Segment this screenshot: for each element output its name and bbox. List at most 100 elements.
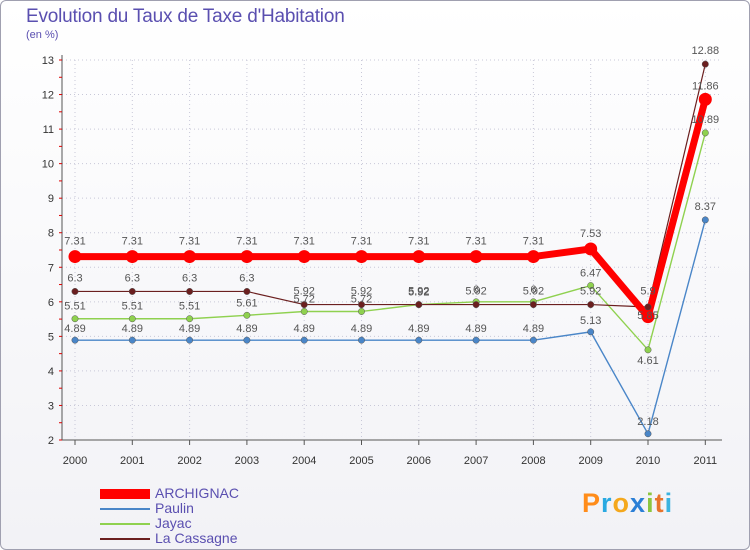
data-label: 7.31 (122, 236, 143, 248)
x-tick-label: 2007 (464, 455, 488, 467)
data-label: 5.51 (122, 301, 143, 313)
y-tick-label: 13 (42, 55, 54, 67)
data-label: 5.85 (637, 310, 658, 322)
legend-item-paulin: Paulin (100, 501, 239, 516)
data-point-la-cassagne (72, 288, 78, 294)
data-point-paulin (645, 431, 651, 437)
data-point-jayac (72, 316, 78, 322)
x-tick-label: 2001 (120, 455, 144, 467)
data-point-jayac (244, 312, 250, 318)
x-tick-label: 2003 (235, 455, 259, 467)
legend-swatch-la-cassagne (100, 538, 150, 540)
data-label: 12.88 (692, 45, 720, 57)
logo-letter: r (601, 488, 613, 519)
data-label: 5.51 (179, 301, 200, 313)
data-point-jayac (645, 347, 651, 353)
data-point-paulin (473, 337, 479, 343)
y-tick-label: 4 (48, 366, 54, 378)
data-point-paulin (186, 337, 192, 343)
data-label: 6.3 (182, 272, 197, 284)
data-point-archignac (355, 250, 368, 263)
series-line-archignac (75, 99, 705, 316)
data-label: 6.3 (239, 272, 254, 284)
y-tick-label: 12 (42, 90, 54, 102)
legend-label-paulin: Paulin (155, 501, 194, 516)
data-label: 4.89 (179, 323, 200, 335)
legend-label-archignac: ARCHIGNAC (155, 486, 239, 501)
proxiti-logo: Proxiti (582, 488, 673, 519)
x-tick-label: 2004 (292, 455, 316, 467)
data-point-archignac (298, 250, 311, 263)
data-label: 7.31 (236, 236, 257, 248)
data-label: 4.89 (122, 323, 143, 335)
data-label: 4.61 (637, 355, 658, 367)
data-label: 4.89 (64, 323, 85, 335)
data-point-archignac (527, 250, 540, 263)
legend-item-jayac: Jayac (100, 516, 239, 531)
data-point-paulin (530, 337, 536, 343)
data-label: 7.31 (351, 236, 372, 248)
logo-letter: P (582, 488, 601, 519)
data-point-la-cassagne (244, 288, 250, 294)
data-point-paulin (416, 337, 422, 343)
data-label: 10.89 (692, 114, 720, 126)
data-label: 7.31 (179, 236, 200, 248)
data-point-la-cassagne (588, 301, 594, 307)
legend-label-jayac: Jayac (155, 516, 192, 531)
data-point-paulin (702, 217, 708, 223)
logo-letter: o (613, 488, 631, 519)
x-tick-label: 2011 (693, 455, 717, 467)
data-point-la-cassagne (416, 301, 422, 307)
data-label: 7.31 (465, 236, 486, 248)
x-tick-label: 2002 (177, 455, 201, 467)
data-label: 7.31 (523, 236, 544, 248)
data-label: 4.89 (408, 323, 429, 335)
series-line-paulin (75, 220, 705, 434)
data-point-archignac (183, 250, 196, 263)
x-tick-label: 2010 (636, 455, 660, 467)
data-label: 5.92 (465, 286, 486, 298)
series-line-jayac (75, 133, 705, 350)
x-tick-label: 2000 (63, 455, 87, 467)
data-label: 5.9 (640, 286, 655, 298)
data-point-archignac (126, 250, 139, 263)
y-tick-label: 3 (48, 400, 54, 412)
data-point-la-cassagne (186, 288, 192, 294)
y-tick-label: 8 (48, 228, 54, 240)
data-point-paulin (129, 337, 135, 343)
y-tick-label: 10 (42, 159, 54, 171)
data-label: 4.89 (523, 323, 544, 335)
legend-item-archignac: ARCHIGNAC (100, 486, 239, 501)
data-point-la-cassagne (702, 61, 708, 67)
data-label: 7.53 (580, 228, 601, 240)
legend-label-la-cassagne: La Cassagne (155, 531, 238, 546)
data-point-jayac (186, 316, 192, 322)
data-label: 5.92 (408, 286, 429, 298)
data-label: 5.13 (580, 315, 601, 327)
data-point-paulin (72, 337, 78, 343)
legend-swatch-jayac (100, 523, 150, 525)
data-point-archignac (412, 250, 425, 263)
data-point-archignac (470, 250, 483, 263)
logo-letter: i (646, 488, 655, 519)
data-label: 6.3 (125, 272, 140, 284)
data-label: 5.61 (236, 297, 257, 309)
data-label: 5.51 (64, 301, 85, 313)
data-point-archignac (240, 250, 253, 263)
data-label: 6.3 (67, 272, 82, 284)
data-label: 7.31 (408, 236, 429, 248)
logo-letter: t (655, 488, 665, 519)
data-label: 7.31 (293, 236, 314, 248)
line-chart: 23456789101112132000 2001 2002 2003 2004 2005… (0, 0, 750, 550)
legend-swatch-archignac (100, 489, 150, 499)
data-label: 2.18 (637, 416, 658, 428)
data-point-archignac (699, 93, 712, 106)
y-tick-label: 9 (48, 193, 54, 205)
legend: ARCHIGNAC Paulin Jayac La Cassagne (100, 486, 239, 546)
data-point-jayac (358, 308, 364, 314)
data-point-paulin (301, 337, 307, 343)
logo-letter: x (630, 488, 646, 519)
data-label: 6.47 (580, 268, 601, 280)
y-tick-label: 7 (48, 262, 54, 274)
x-tick-label: 2006 (407, 455, 431, 467)
